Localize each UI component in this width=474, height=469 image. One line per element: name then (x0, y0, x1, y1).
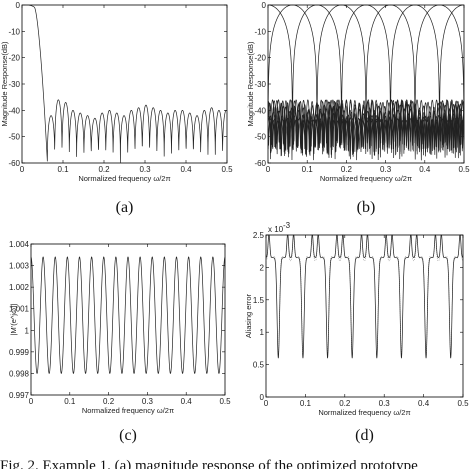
y-tick-label: -30 (254, 80, 266, 89)
response-curve (22, 4, 228, 164)
x-tick-label: 0.1 (64, 397, 76, 406)
y-tick-label: 0.5 (253, 361, 265, 370)
x-tick-label: 0.2 (103, 397, 115, 406)
panel-caption: (d) (355, 427, 374, 444)
y-axis-label: Magnitude Response(dB) (246, 41, 255, 127)
y-tick-label: -30 (8, 80, 20, 89)
filter-response-8 (267, 4, 464, 161)
x-tick-label: 0.1 (302, 165, 314, 174)
x-tick-label: 0.4 (180, 165, 192, 174)
x-axis-label: Normalized frequency ω/2π (320, 174, 412, 183)
figure-caption: Fig. 2. Example 1. (a) magnitude respons… (0, 458, 418, 469)
panel-d: 0 0.1 0.2 0.3 0.4 0.5 2.5 2 1.5 1 0.5 0 Normalized f… (244, 221, 469, 444)
y-exponent-power: -3 (283, 221, 291, 230)
y-tick-label: 1.5 (253, 296, 265, 305)
y-tick-label: 1.001 (9, 305, 30, 314)
x-tick-label: 0.1 (300, 399, 312, 408)
x-tick-label: 0.2 (339, 399, 351, 408)
x-tick-label: 0.3 (139, 165, 151, 174)
x-axis-label: Normalized frequency ω/2π (78, 174, 170, 183)
y-tick-label: -10 (254, 27, 266, 36)
x-tick-label: 0.5 (457, 399, 469, 408)
x-tick-label: 0.4 (181, 397, 193, 406)
x-tick-label: 0 (266, 165, 271, 174)
plot-frame (21, 4, 228, 164)
y-tick-label: 0.999 (9, 348, 30, 357)
y-tick-label: 0.998 (9, 369, 30, 378)
panel-caption: (c) (119, 427, 137, 444)
y-tick-label: 1.002 (9, 283, 30, 292)
x-tick-label: 0.3 (142, 397, 154, 406)
y-exponent-label: x 10 (268, 225, 284, 234)
x-tick-label: 0.4 (418, 399, 430, 408)
y-tick-label: 1 (25, 326, 30, 335)
x-tick-label: 0.4 (419, 165, 431, 174)
panel-caption: (b) (357, 199, 376, 216)
y-tick-label: 0 (260, 393, 265, 402)
x-tick-label: 0.2 (98, 165, 110, 174)
y-tick-label: -50 (8, 133, 20, 142)
y-tick-label: 1.003 (9, 262, 30, 271)
x-tick-label: 0.5 (221, 165, 233, 174)
panel-b: 0 0.1 0.2 0.3 0.4 0.5 0 -10 -20 -30 -40 -50 -60 Norma… (246, 1, 470, 216)
aliasing-curve-dotted (265, 235, 464, 356)
x-axis-label: Normalized frequency ω/2π (82, 406, 174, 415)
y-tick-label: 0 (16, 1, 21, 10)
panel-a: 0 0.1 0.2 0.3 0.4 0.5 0 -10 -20 -30 -40 -50 -60 Norma… (0, 1, 233, 216)
y-tick-label: 1 (260, 328, 265, 337)
plot-frame (265, 234, 464, 398)
y-tick-label: -60 (8, 159, 20, 168)
panel-c: 0 0.1 0.2 0.3 0.4 0.5 1.004 1.003 1.002 1.001 1 0.9… (9, 240, 231, 444)
y-axis-label: |M'(e^jω)| (9, 304, 18, 336)
y-axis-label: Magnitude Response(dB) (0, 41, 9, 127)
x-tick-label: 0.3 (380, 165, 392, 174)
y-tick-label: -40 (254, 106, 266, 115)
y-tick-label: 0.997 (9, 391, 30, 400)
x-tick-label: 0 (264, 399, 269, 408)
y-tick-label: -20 (254, 54, 266, 63)
x-tick-label: 0 (20, 165, 25, 174)
y-tick-label: 0 (262, 1, 267, 10)
aliasing-curve (265, 234, 464, 359)
y-axis-label: Aliasing error (244, 293, 253, 338)
y-tick-label: -10 (8, 27, 20, 36)
x-tick-label: 0.5 (458, 165, 470, 174)
y-tick-label: 2.5 (253, 231, 265, 240)
y-tick-label: -40 (8, 106, 20, 115)
x-tick-label: 0.1 (57, 165, 69, 174)
x-axis-label: Normalized frequency ω/2π (318, 408, 410, 417)
plot-frame (30, 243, 226, 396)
y-tick-label: 2 (260, 263, 265, 272)
x-tick-label: 0.3 (379, 399, 391, 408)
x-tick-label: 0.5 (219, 397, 231, 406)
x-tick-label: 0.2 (341, 165, 353, 174)
y-tick-label: -60 (254, 159, 266, 168)
y-tick-label: -50 (254, 133, 266, 142)
panel-caption: (a) (116, 199, 134, 216)
y-tick-label: 1.004 (9, 240, 30, 249)
magnitude-curve (30, 256, 226, 374)
y-tick-label: -20 (8, 54, 20, 63)
x-tick-label: 0 (29, 397, 34, 406)
